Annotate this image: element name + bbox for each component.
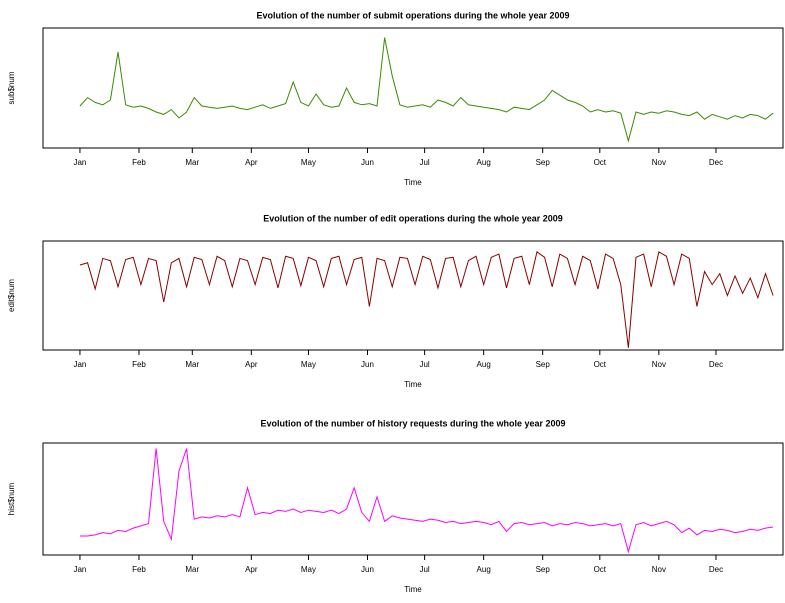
series-line <box>79 448 774 554</box>
x-tick-label: May <box>301 158 316 167</box>
x-tick-label: Jan <box>73 565 86 574</box>
x-tick-label: Nov <box>652 158 666 167</box>
x-tick-label: Feb <box>132 565 146 574</box>
x-tick-label: Dec <box>709 360 723 369</box>
x-tick-label: Apr <box>245 360 258 369</box>
x-tick-label: Aug <box>477 565 491 574</box>
x-tick-label: Mar <box>185 360 199 369</box>
y-axis-label: edit$num <box>7 279 16 312</box>
x-tick-label: Feb <box>132 360 146 369</box>
x-tick-label: Nov <box>652 360 666 369</box>
y-axis-label: sub$num <box>7 71 16 104</box>
x-tick-label: Jan <box>73 158 86 167</box>
x-tick-label: Sep <box>536 360 551 369</box>
x-tick-label: Nov <box>652 565 666 574</box>
x-tick-label: May <box>301 360 316 369</box>
x-tick-label: Sep <box>536 158 551 167</box>
x-tick-label: Mar <box>185 158 199 167</box>
x-tick-label: Jun <box>361 360 374 369</box>
x-tick-label: Aug <box>477 158 491 167</box>
x-tick-label: Jun <box>361 158 374 167</box>
x-tick-label: May <box>301 565 316 574</box>
chart-title: Evolution of the number of history reque… <box>260 418 565 428</box>
x-tick-label: Aug <box>477 360 491 369</box>
plot-frame <box>42 27 784 149</box>
y-axis-label: hist$num <box>7 482 16 515</box>
plot-frame <box>42 240 784 351</box>
x-axis-label: Time <box>404 380 422 389</box>
x-tick-label: Sep <box>536 565 551 574</box>
series-line <box>79 251 774 348</box>
plot-frame <box>42 442 784 556</box>
x-tick-label: Jul <box>419 360 429 369</box>
x-tick-label: Oct <box>594 158 607 167</box>
x-tick-label: Jun <box>361 565 374 574</box>
x-tick-label: Dec <box>709 565 723 574</box>
x-axis-label: Time <box>404 585 422 594</box>
x-tick-label: Mar <box>185 565 199 574</box>
chart-title: Evolution of the number of edit operatio… <box>263 213 563 223</box>
x-tick-label: Apr <box>245 565 258 574</box>
x-tick-label: Dec <box>709 158 723 167</box>
x-tick-label: Jul <box>419 565 429 574</box>
x-axis-label: Time <box>404 178 422 187</box>
x-tick-label: Oct <box>594 565 607 574</box>
x-tick-label: Oct <box>594 360 607 369</box>
x-tick-label: Jul <box>419 158 429 167</box>
x-tick-label: Apr <box>245 158 258 167</box>
x-tick-label: Jan <box>73 360 86 369</box>
x-tick-label: Feb <box>132 158 146 167</box>
chart-title: Evolution of the number of submit operat… <box>256 10 569 20</box>
series-line <box>79 37 774 143</box>
